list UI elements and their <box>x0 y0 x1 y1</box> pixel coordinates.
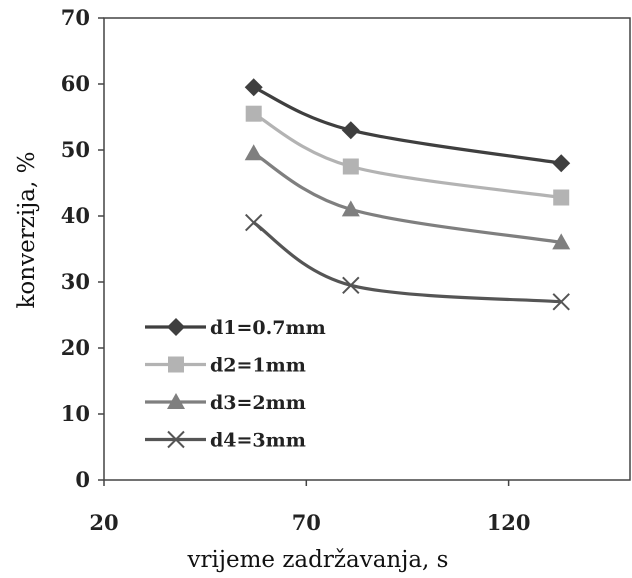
legend-item: d4=3mm <box>145 430 306 452</box>
series-layer <box>245 78 571 309</box>
legend-item: d2=1mm <box>145 355 306 377</box>
legend-label: d3=2mm <box>210 392 306 414</box>
data-point <box>343 159 359 175</box>
series-line <box>254 153 562 242</box>
data-point <box>245 78 263 96</box>
legend-item: d3=2mm <box>145 392 306 414</box>
y-tick-label: 70 <box>61 5 90 30</box>
x-tick-label: 120 <box>487 510 531 535</box>
axes: 0 10 20 30 40 50 60 70 20 70 120 <box>61 5 531 535</box>
series-line <box>254 87 562 163</box>
legend-item: d1=0.7mm <box>145 317 326 339</box>
x-tick-label: 20 <box>89 510 118 535</box>
series-2 <box>246 106 570 206</box>
series-1 <box>245 78 571 172</box>
legend-marker <box>167 318 185 336</box>
series-4 <box>246 215 570 310</box>
data-point <box>553 190 569 206</box>
y-tick-label: 40 <box>61 203 90 228</box>
y-tick-label: 0 <box>75 467 90 492</box>
data-point <box>245 144 263 160</box>
x-axis-label: vrijeme zadržavanja, s <box>187 547 449 573</box>
y-tick-label: 30 <box>61 269 90 294</box>
legend-label: d2=1mm <box>210 355 306 377</box>
x-tick-label: 70 <box>292 510 321 535</box>
data-point <box>246 215 262 231</box>
y-tick-label: 60 <box>61 71 90 96</box>
y-tick-label: 50 <box>61 137 90 162</box>
y-tick-label: 20 <box>61 335 90 360</box>
y-axis-label: konverzija, % <box>14 152 40 309</box>
data-point <box>342 121 360 139</box>
series-line <box>254 223 562 302</box>
legend-label: d4=3mm <box>210 430 306 452</box>
data-point <box>552 154 570 172</box>
data-point <box>246 106 262 122</box>
plot-frame <box>104 18 630 480</box>
legend-marker <box>168 357 184 373</box>
legend: d1=0.7mm d2=1mm d3=2mm d4=3mm <box>145 317 326 452</box>
legend-label: d1=0.7mm <box>210 317 326 339</box>
series-3 <box>245 144 571 249</box>
y-tick-label: 10 <box>61 401 90 426</box>
